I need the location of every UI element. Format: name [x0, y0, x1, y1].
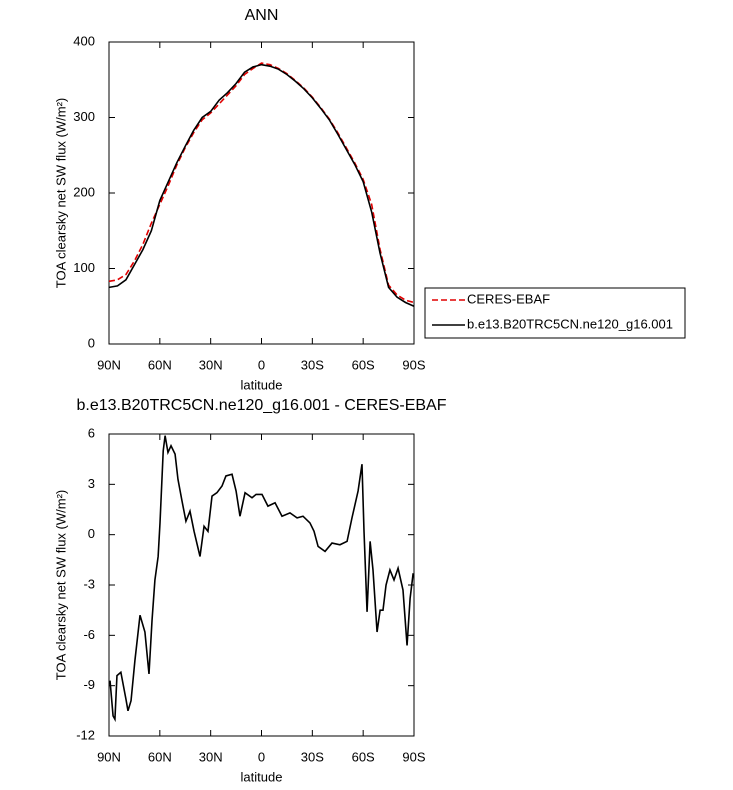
x-axis-title: latitude — [241, 377, 283, 392]
data-line — [109, 435, 414, 723]
legend-label: b.e13.B20TRC5CN.ne120_g16.001 — [467, 316, 673, 331]
y-axis-title: TOA clearsky net SW flux (W/m²) — [53, 98, 68, 288]
data-line — [108, 63, 415, 307]
y-axis-title: TOA clearsky net SW flux (W/m²) — [53, 490, 68, 680]
plot-frame — [108, 41, 415, 345]
legend-label: CERES-EBAF — [467, 291, 550, 306]
y-tick-label: -9 — [83, 677, 95, 692]
y-tick-label: -3 — [83, 576, 95, 591]
x-tick-label: 90S — [402, 749, 425, 764]
y-tick-label: 6 — [88, 425, 95, 440]
data-line — [108, 62, 415, 304]
x-tick-label: 30N — [199, 357, 223, 372]
x-tick-label: 90N — [97, 357, 121, 372]
x-tick-label: 30S — [301, 357, 324, 372]
y-tick-label: 200 — [73, 184, 95, 199]
y-tick-label: 3 — [88, 476, 95, 491]
x-tick-label: 30S — [301, 749, 324, 764]
x-tick-label: 0 — [258, 357, 265, 372]
x-tick-label: 60N — [148, 749, 172, 764]
legend-box — [424, 287, 686, 339]
x-tick-label: 60S — [352, 357, 375, 372]
x-tick-label: 0 — [258, 749, 265, 764]
x-tick-label: 90N — [97, 749, 121, 764]
y-tick-label: 0 — [88, 526, 95, 541]
x-axis-title: latitude — [241, 769, 283, 784]
chart-title: b.e13.B20TRC5CN.ne120_g16.001 - CERES-EB… — [77, 397, 447, 414]
y-tick-label: 100 — [73, 260, 95, 275]
y-tick-label: 300 — [73, 109, 95, 124]
y-tick-label: 0 — [88, 335, 95, 350]
y-tick-label: -12 — [76, 727, 95, 742]
chart-title: ANN — [245, 7, 279, 24]
x-tick-label: 30N — [199, 749, 223, 764]
x-tick-label: 60S — [352, 749, 375, 764]
x-tick-label: 90S — [402, 357, 425, 372]
x-tick-label: 60N — [148, 357, 172, 372]
y-tick-label: -6 — [83, 627, 95, 642]
y-tick-label: 400 — [73, 33, 95, 48]
